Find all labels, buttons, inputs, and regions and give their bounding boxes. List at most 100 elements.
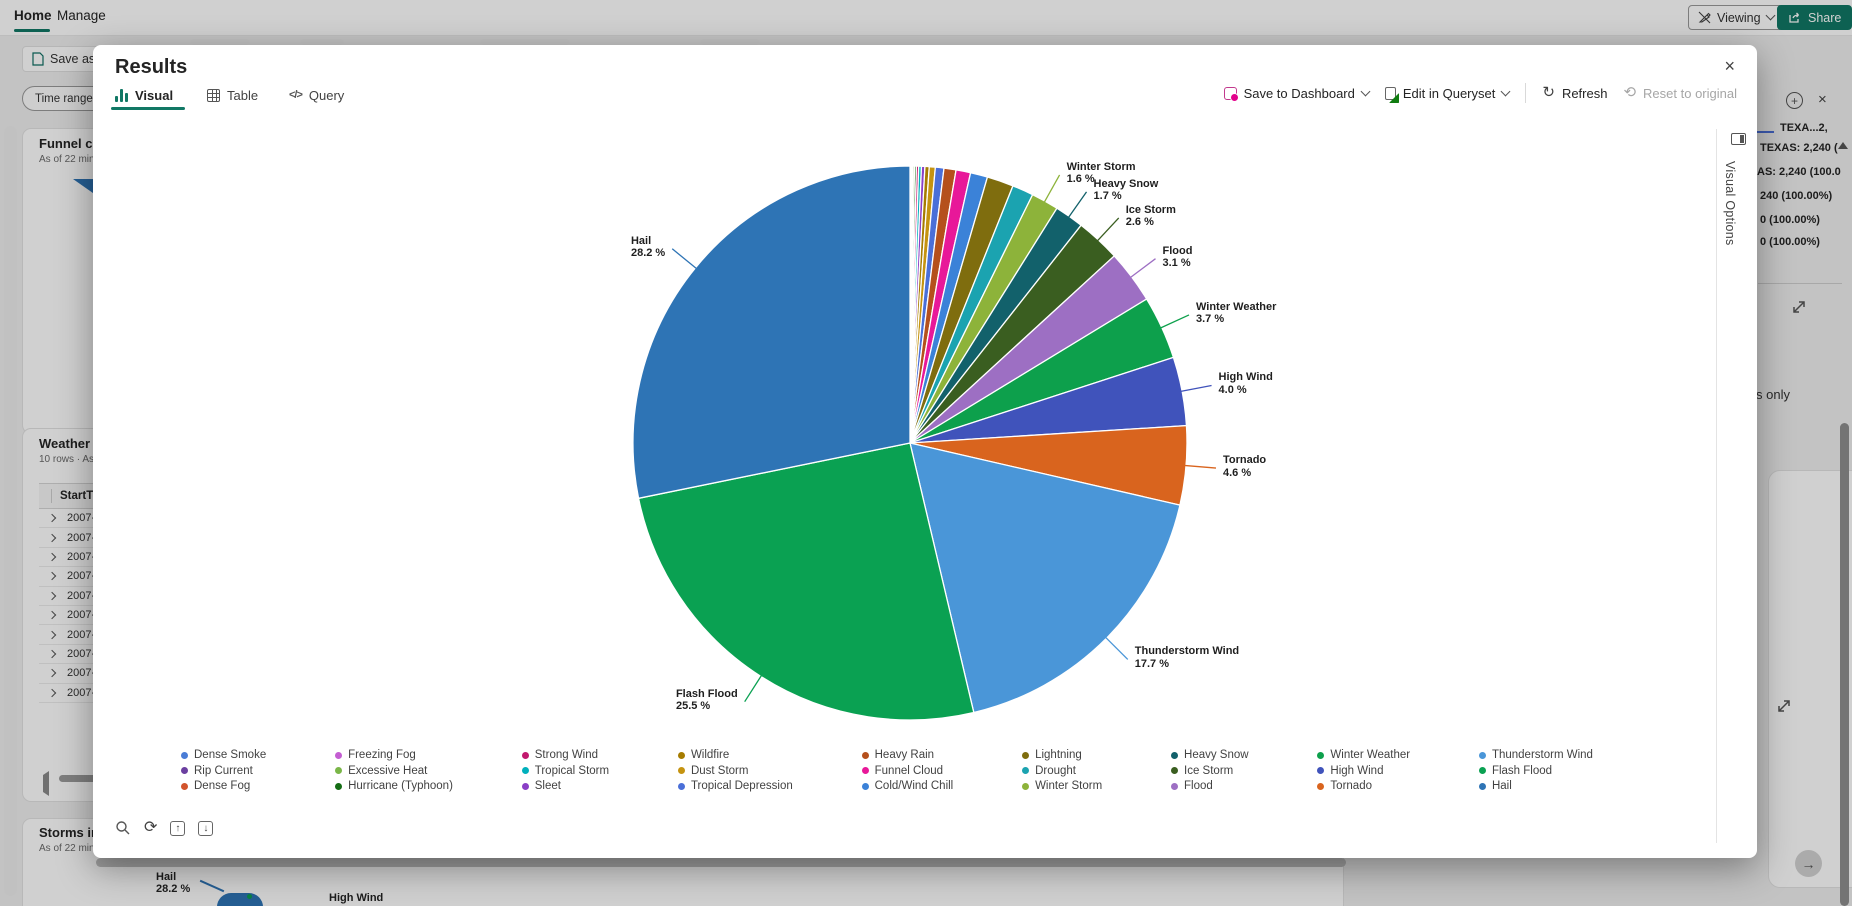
legend-item-winter-storm[interactable]: Winter Storm (1022, 780, 1102, 792)
close-icon[interactable]: × (1724, 56, 1735, 76)
tab-visual[interactable]: Visual (115, 83, 173, 107)
legend-item-cold-wind-chill[interactable]: Cold/Wind Chill (861, 780, 953, 792)
edit-in-queryset-button[interactable]: Edit in Queryset (1384, 86, 1511, 103)
legend-dot (1022, 767, 1030, 774)
legend-item-strong-wind[interactable]: Strong Wind (521, 749, 609, 761)
series-legend-line (1756, 131, 1774, 133)
add-comment-icon[interactable]: + (1786, 92, 1803, 109)
legend-item-flash-flood[interactable]: Flash Flood (1478, 765, 1593, 777)
texas-line: 0 (100.00%) (1760, 236, 1820, 248)
right-lower-card (1768, 470, 1852, 888)
nav-tab-home[interactable]: Home (14, 8, 52, 23)
refresh-button[interactable]: ↻ Refresh (1542, 84, 1608, 101)
legend-item-ice-storm[interactable]: Ice Storm (1171, 765, 1249, 777)
viewing-button[interactable]: Viewing (1688, 5, 1784, 30)
search-icon[interactable] (115, 820, 131, 836)
share-button[interactable]: Share (1777, 5, 1852, 30)
cycle-icon[interactable]: ⟳ (144, 819, 158, 836)
callout-label-winter-storm: Winter Storm 1.6 % (1066, 160, 1136, 186)
callout-label-ice-storm: Ice Storm 2.6 % (1125, 203, 1176, 229)
legend-item-freezing-fog[interactable]: Freezing Fog (335, 749, 453, 761)
pan-down-icon[interactable]: ↓ (198, 820, 214, 836)
legend-item-flood[interactable]: Flood (1171, 780, 1249, 792)
legend-column: Thunderstorm Wind Flash Flood Hail (1478, 749, 1593, 792)
legend-item-tropical-depression[interactable]: Tropical Depression (677, 780, 793, 792)
legend-item-hurricane-typhoon-[interactable]: Hurricane (Typhoon) (335, 780, 453, 792)
legend-item-high-wind[interactable]: High Wind (1317, 765, 1410, 777)
callout-leader-line (671, 248, 698, 270)
pie-slice-hail[interactable] (632, 165, 911, 500)
callout-leader-line (744, 674, 763, 703)
texas-line: AS: 2,240 (100.0 (1757, 166, 1841, 178)
legend-item-winter-weather[interactable]: Winter Weather (1317, 749, 1410, 761)
page-horizontal-scrollbar[interactable] (96, 858, 1346, 867)
pie-chart-area: Winter Storm 1.6 % Heavy Snow 1.7 % Ice Stor… (93, 45, 1757, 858)
forward-button[interactable]: → (1795, 850, 1822, 877)
bar-chart-icon (115, 88, 128, 102)
pan-up-icon[interactable]: ↑ (170, 820, 186, 836)
legend-item-tropical-storm[interactable]: Tropical Storm (521, 765, 609, 777)
pencil-slash-icon (1698, 11, 1711, 24)
legend-dot (861, 751, 869, 759)
legend-item-wildfire[interactable]: Wildfire (677, 749, 793, 761)
callout-leader-line (1104, 636, 1129, 660)
expand-tile-icon[interactable] (1791, 299, 1807, 315)
legend-dot (521, 782, 529, 790)
weather-card-title: Weather Ta (39, 436, 108, 451)
tab-table[interactable]: Table (207, 83, 258, 107)
expand-tile-icon[interactable] (1776, 698, 1792, 714)
legend-dot (1317, 751, 1325, 759)
legend-dot (1171, 782, 1179, 790)
visual-options-label[interactable]: Visual Options (1723, 161, 1737, 246)
callout-label-flood: Flood 3.1 % (1162, 244, 1193, 270)
tab-query[interactable]: </> Query (289, 87, 345, 103)
legend-item-rip-current[interactable]: Rip Current (181, 765, 266, 777)
legend-dot (181, 767, 188, 774)
tile-close-icon[interactable]: × (1818, 91, 1827, 108)
toolbar-divider (1525, 83, 1527, 103)
callout-leader-line (1180, 384, 1212, 393)
document-icon (32, 52, 44, 66)
toolbar-button-sliver (300, 39, 344, 45)
legend-item-hail[interactable]: Hail (1478, 780, 1593, 792)
toolbar-button-sliver (190, 39, 250, 45)
legend-dot (1171, 751, 1179, 759)
legend-item-heavy-rain[interactable]: Heavy Rain (861, 749, 954, 761)
legend-item-funnel-cloud[interactable]: Funnel Cloud (861, 765, 954, 777)
save-to-dashboard-button[interactable]: Save to Dashboard (1223, 86, 1371, 102)
legend-item-lightning[interactable]: Lightning (1022, 749, 1102, 761)
column-header-starttime: StartTi (60, 490, 97, 502)
legend-item-thunderstorm-wind[interactable]: Thunderstorm Wind (1478, 749, 1593, 761)
legend-item-dense-smoke[interactable]: Dense Smoke (181, 749, 266, 761)
toolbar-button-sliver (700, 39, 760, 45)
dashboard-icon (1223, 86, 1239, 102)
legend-item-tornado[interactable]: Tornado (1317, 780, 1410, 792)
toggle-label-fragment: s only (1756, 387, 1790, 402)
callout-leader-line (1096, 217, 1120, 242)
reset-to-original-button[interactable]: ⟲ Reset to original (1623, 84, 1737, 101)
callout-leader-line (1067, 191, 1088, 219)
time-range-label: Time range: (35, 92, 96, 105)
texas-line: 0 (100.00%) (1760, 214, 1820, 226)
legend-dot (181, 782, 188, 790)
legend-item-dust-storm[interactable]: Dust Storm (677, 765, 793, 777)
callout-label-hail: Hail 28.2 % (630, 234, 666, 260)
texas-line: TEXAS: 2,240 ( (1760, 142, 1838, 154)
legend-item-sleet[interactable]: Sleet (521, 780, 609, 792)
nav-tab-manage[interactable]: Manage (57, 8, 106, 23)
legend-dot (1478, 782, 1486, 790)
legend-dot (861, 782, 869, 790)
legend-item-dense-fog[interactable]: Dense Fog (181, 780, 266, 792)
legend-dot (677, 751, 685, 759)
pie-chart (632, 165, 1217, 721)
series-legend-label[interactable]: TEXA...2, (1780, 122, 1828, 134)
open-panel-icon[interactable] (1731, 133, 1746, 145)
legend-item-excessive-heat[interactable]: Excessive Heat (335, 765, 453, 777)
legend-item-drought[interactable]: Drought (1022, 765, 1102, 777)
legend-item-heavy-snow[interactable]: Heavy Snow (1171, 749, 1249, 761)
tile-divider (1758, 283, 1842, 284)
page-vertical-scrollbar[interactable] (1840, 423, 1849, 906)
legend-column: Winter Weather High Wind Tornado (1317, 749, 1410, 792)
refresh-icon: ↻ (1542, 84, 1555, 101)
chart-legend: Dense Smoke Rip Current Dense Fog Freezing … (181, 749, 1593, 792)
